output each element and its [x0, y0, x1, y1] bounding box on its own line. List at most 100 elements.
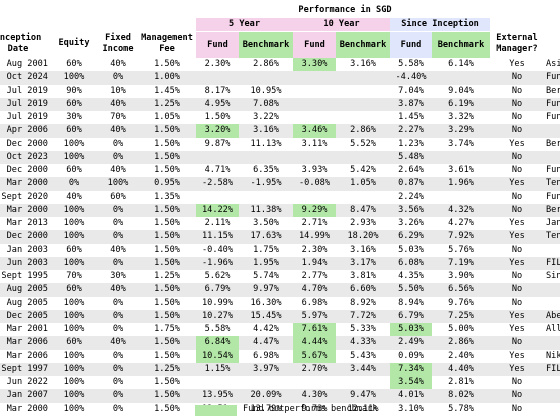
- cell-fund-5y: 8.17%: [204, 85, 231, 96]
- cell-management-fee: 1.25%: [154, 363, 180, 374]
- cell-fixed-income: 0%: [112, 377, 124, 387]
- cell-external-manager: No: [511, 377, 523, 387]
- cell-fund-inception: 5.58%: [398, 59, 424, 69]
- header-fund-inception: Fund: [390, 32, 432, 58]
- cell-fixed-income: 100%: [107, 178, 129, 189]
- table-row: Dec 2005 100% 0% 1.50% 10.27% 15.45% 5.97% 7.72…: [0, 309, 560, 323]
- cell-inception-date: Mar 2013: [6, 218, 48, 228]
- cell-fixed-income: 40%: [110, 125, 126, 136]
- cell-fund-10y: 1.94%: [301, 257, 328, 268]
- cell-benchmark-10y: [336, 151, 390, 164]
- cell-fund-inception: 0.09%: [398, 350, 424, 361]
- cell-benchmark-5y: 4.47%: [253, 337, 279, 348]
- cell-external-manager: Yes: [509, 257, 525, 268]
- cell-fixed-income: 10%: [110, 85, 126, 96]
- cell-manager-name: All: [546, 324, 560, 334]
- cell-management-fee: 1.50%: [154, 310, 180, 321]
- cell-fund-inception: -4.40%: [395, 72, 427, 83]
- cell-benchmark-5y: 3.50%: [253, 218, 279, 228]
- cell-inception-date: Sept 1995: [1, 271, 48, 281]
- cell-inception-date: Dec 2000: [6, 138, 48, 149]
- cell-fund-5y: [196, 71, 239, 84]
- cell-management-fee: 1.50%: [154, 165, 180, 175]
- cell-benchmark-inception: 2.86%: [448, 337, 474, 348]
- cell-inception-date: Mar 2001: [6, 324, 48, 334]
- table-row: Jul 2019 30% 70% 1.05% 1.50% 3.22% 1.45% 3.32% N…: [0, 111, 560, 124]
- cell-management-fee: 1.45%: [154, 85, 180, 96]
- cell-benchmark-inception: 6.19%: [448, 98, 474, 109]
- cell-benchmark-10y: [336, 111, 390, 124]
- cell-fund-5y: 5.58%: [204, 324, 231, 334]
- cell-fund-inception: 4.01%: [398, 390, 424, 401]
- cell-fixed-income: 40%: [110, 244, 126, 255]
- table-row: Jun 2022 100% 0% 1.50% 3.54% 2.81% No: [0, 376, 560, 390]
- table-row: Aug 2005 60% 40% 1.50% 6.79% 9.97% 4.70% 6.60% 5…: [0, 283, 560, 297]
- cell-benchmark-10y: 3.81%: [350, 271, 376, 281]
- header-benchmark-5y: Benchmark: [239, 32, 293, 58]
- cell-manager-name: [544, 376, 560, 389]
- cell-benchmark-10y: 7.72%: [350, 310, 376, 321]
- cell-manager-name: [544, 283, 560, 296]
- cell-fund-5y: 6.84%: [196, 336, 239, 350]
- cell-fund-5y: 10.27%: [201, 310, 234, 321]
- cell-equity: 30%: [66, 112, 82, 122]
- cell-equity: 60%: [66, 59, 82, 69]
- cell-external-manager: Yes: [509, 324, 525, 334]
- cell-fund-10y: -0.08%: [298, 178, 331, 189]
- cell-fund-inception: 2.64%: [398, 165, 424, 175]
- cell-benchmark-10y: 5.42%: [350, 165, 376, 175]
- table-row: Jul 2019 60% 40% 1.25% 4.95% 7.08% 3.87% 6.19% N…: [0, 97, 560, 111]
- cell-benchmark-10y: 3.17%: [350, 257, 376, 268]
- cell-fund-inception: 3.87%: [398, 98, 424, 109]
- cell-manager-name: FIL: [546, 363, 560, 374]
- cell-external-manager: No: [511, 337, 523, 348]
- cell-inception-date: Jun 2022: [6, 377, 48, 387]
- cell-benchmark-5y: -1.95%: [250, 178, 282, 189]
- cell-inception-date: Jul 2019: [6, 85, 48, 96]
- cell-benchmark-5y: [239, 151, 293, 164]
- table-row: Sept 1995 70% 30% 1.25% 5.62% 5.74% 2.77% 3.81%…: [0, 270, 560, 283]
- cell-equity: 40%: [66, 191, 82, 202]
- cell-benchmark-inception: 3.29%: [448, 125, 474, 136]
- cell-benchmark-5y: 2.86%: [253, 59, 279, 69]
- cell-fund-5y: -1.96%: [201, 257, 234, 268]
- cell-management-fee: 1.50%: [154, 257, 180, 268]
- cell-fixed-income: 40%: [110, 165, 126, 175]
- cell-benchmark-5y: 4.42%: [253, 324, 279, 334]
- cell-inception-date: Mar 2000: [6, 178, 48, 189]
- cell-benchmark-10y: 12.11%: [347, 403, 379, 414]
- cell-management-fee: 1.50%: [154, 403, 180, 414]
- cell-fixed-income: 0%: [112, 138, 124, 149]
- cell-benchmark-10y: 1.05%: [350, 178, 376, 189]
- cell-fixed-income: 0%: [112, 403, 124, 414]
- cell-fund-inception: 7.34%: [390, 362, 432, 376]
- cell-fund-inception: 6.79%: [398, 310, 424, 321]
- performance-title: Performance in SGD: [298, 5, 392, 15]
- cell-inception-date: Apr 2006: [6, 125, 48, 136]
- cell-benchmark-10y: 3.16%: [350, 59, 376, 69]
- cell-manager-name: Fun: [546, 191, 560, 202]
- cell-fund-inception: 1.45%: [398, 112, 424, 122]
- cell-external-manager: No: [511, 112, 523, 122]
- cell-benchmark-5y: 6.98%: [253, 350, 279, 361]
- cell-equity: 100%: [63, 231, 85, 242]
- cell-benchmark-10y: 6.60%: [350, 284, 376, 295]
- cell-management-fee: 1.50%: [154, 218, 180, 228]
- cell-benchmark-5y: [239, 191, 293, 204]
- cell-inception-date: Mar 2000: [6, 204, 48, 215]
- cell-external-manager: No: [511, 390, 523, 401]
- cell-fund-10y: 9.73%: [301, 403, 328, 414]
- cell-fund-inception: 2.27%: [398, 125, 424, 136]
- cell-fixed-income: 0%: [112, 257, 124, 268]
- legend-swatch: [195, 405, 237, 416]
- cell-management-fee: 1.50%: [154, 284, 180, 295]
- cell-benchmark-5y: 20.09%: [250, 390, 282, 401]
- cell-management-fee: 1.50%: [154, 138, 180, 149]
- cell-equity: 100%: [63, 297, 85, 308]
- header-benchmark-10y: Benchmark: [336, 32, 390, 58]
- cell-fund-10y: [293, 191, 336, 204]
- cell-manager-name: Fun: [546, 98, 560, 109]
- cell-manager-name: Asi: [546, 59, 560, 69]
- cell-benchmark-inception: 7.25%: [448, 310, 474, 321]
- cell-benchmark-inception: 3.74%: [448, 138, 474, 149]
